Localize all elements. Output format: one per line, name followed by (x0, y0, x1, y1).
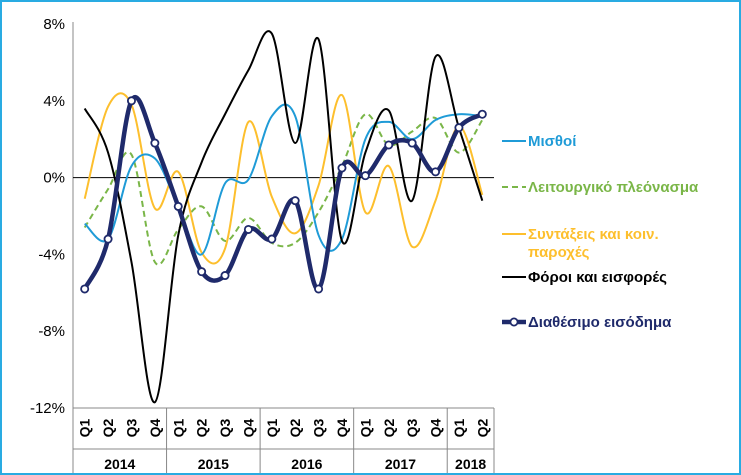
series-point (407, 138, 417, 148)
x-tick-label: Q3 (217, 418, 233, 437)
series-point (150, 138, 160, 148)
series-point (220, 271, 230, 281)
series-line-4 (82, 95, 484, 292)
x-tick-label: Q2 (194, 418, 210, 437)
series-point (173, 201, 183, 211)
y-tick-label: -8% (38, 323, 65, 340)
legend-entry: Συντάξεις και κοιν. (528, 226, 659, 243)
series-point (267, 234, 277, 244)
y-tick-label: 8% (43, 16, 65, 33)
series-line-2 (83, 92, 484, 265)
series-point (454, 123, 464, 133)
year-label: 2014 (104, 456, 135, 472)
series-point (103, 234, 113, 244)
x-tick-label: Q2 (100, 418, 116, 437)
series-point (197, 267, 207, 277)
year-label: 2016 (291, 456, 322, 472)
x-tick-label: Q2 (474, 418, 490, 437)
series-line-1 (83, 113, 484, 266)
series-point (477, 109, 487, 119)
legend-marker (509, 317, 519, 327)
x-tick-label: Q3 (311, 418, 327, 437)
year-label: 2017 (385, 456, 416, 472)
x-tick-label: Q1 (170, 418, 186, 437)
x-tick-label: Q3 (404, 418, 420, 437)
x-tick-label: Q3 (123, 418, 139, 437)
x-tick-label: Q4 (240, 418, 256, 437)
series-point (384, 140, 394, 150)
legend-entry: παροχές (528, 244, 590, 261)
legend-entry: Φόροι και εισφορές (528, 269, 667, 286)
series-point (431, 167, 441, 177)
year-label: 2018 (455, 456, 486, 472)
x-tick-label: Q1 (264, 418, 280, 437)
y-tick-label: 4% (43, 93, 65, 110)
x-tick-label: Q1 (357, 418, 373, 437)
year-label: 2015 (198, 456, 229, 472)
series-point (126, 96, 136, 106)
y-tick-label: -12% (30, 400, 65, 417)
series-point (337, 163, 347, 173)
series-point (314, 284, 324, 294)
x-tick-label: Q1 (77, 418, 93, 437)
y-tick-label: -4% (38, 246, 65, 263)
y-tick-label: 0% (43, 170, 65, 187)
x-tick-label: Q1 (451, 418, 467, 437)
legend-entry: Διαθέσιμο εισόδημα (528, 314, 672, 331)
series-point (290, 196, 300, 206)
x-tick-label: Q2 (381, 418, 397, 437)
series-point (80, 284, 90, 294)
series-line-3 (83, 30, 484, 404)
legend-entry: Μισθοί (528, 133, 576, 150)
x-tick-label: Q4 (428, 418, 444, 437)
x-tick-label: Q4 (334, 418, 350, 437)
legend-entry: Λειτουργικό πλεόνασμα (528, 179, 699, 196)
series-line-0 (84, 103, 483, 256)
x-tick-label: Q4 (147, 418, 163, 437)
x-tick-label: Q2 (287, 418, 303, 437)
series-point (360, 171, 370, 181)
series-point (243, 224, 253, 234)
